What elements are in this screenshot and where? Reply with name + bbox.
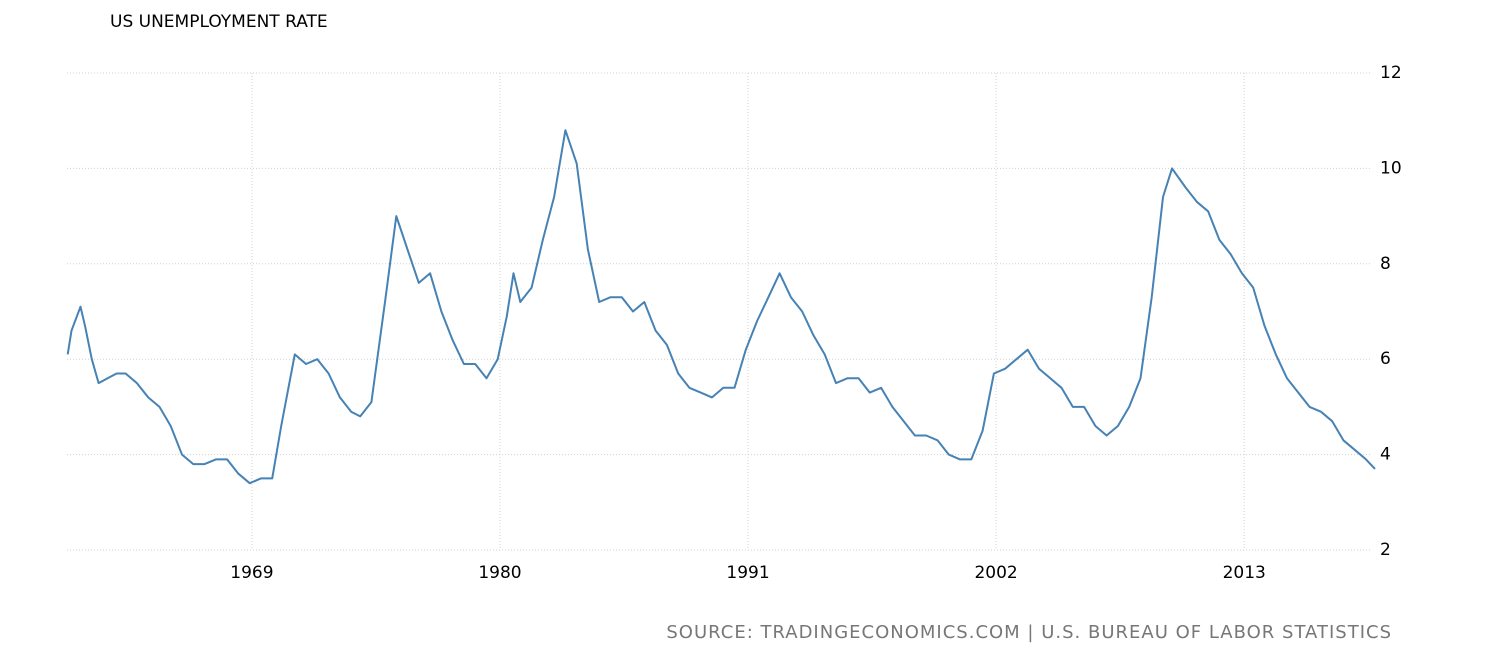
x-tick-label: 1969: [230, 563, 273, 583]
y-tick-label: 8: [1380, 254, 1391, 274]
y-tick-label: 2: [1380, 540, 1391, 560]
y-tick-label: 6: [1380, 349, 1391, 369]
y-tick-label: 10: [1380, 158, 1402, 178]
x-tick-label: 1991: [726, 563, 769, 583]
line: [66, 129, 1376, 485]
chart-title: US UNEMPLOYMENT RATE: [110, 12, 328, 32]
x-tick-label: 1980: [478, 563, 521, 583]
y-tick-label: 12: [1380, 63, 1402, 83]
y-tick-label: 4: [1380, 445, 1391, 465]
x-tick-label: 2013: [1223, 563, 1266, 583]
source: SOURCE: TRADINGECONOMICS.COM | U.S. BURE…: [666, 622, 1392, 643]
x-tick-label: 2002: [974, 563, 1017, 583]
